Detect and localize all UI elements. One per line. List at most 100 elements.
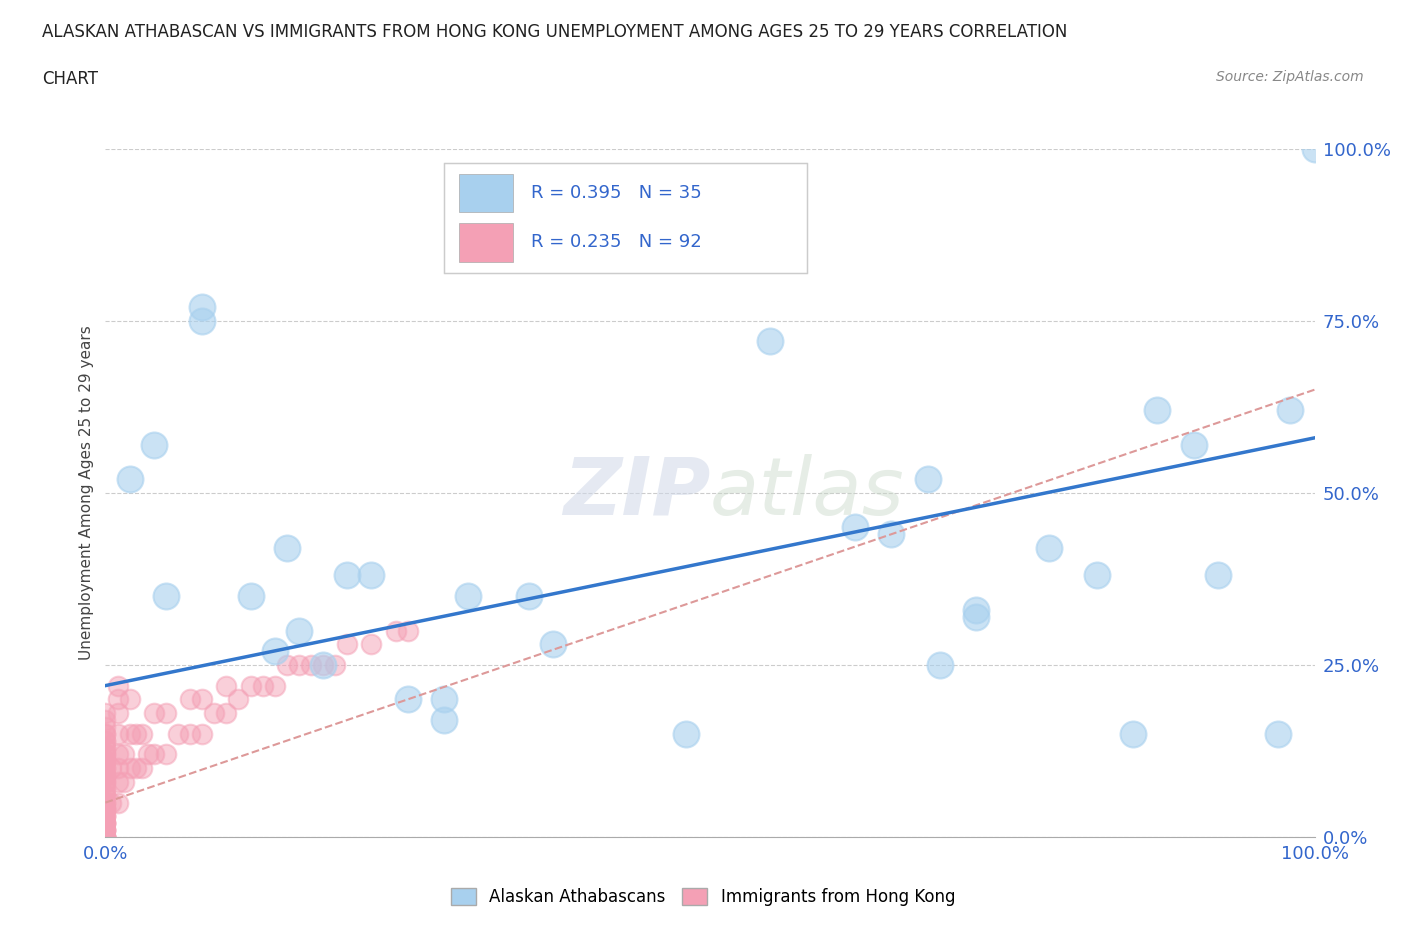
Point <box>107 775 129 790</box>
Point <box>360 568 382 583</box>
Point <box>457 589 479 604</box>
Point <box>94 830 117 844</box>
Point <box>191 299 214 314</box>
Legend: Alaskan Athabascans, Immigrants from Hong Kong: Alaskan Athabascans, Immigrants from Hon… <box>444 881 962 912</box>
Point <box>124 761 148 776</box>
Text: ZIP: ZIP <box>562 454 710 532</box>
Point <box>288 658 311 672</box>
Point <box>100 795 122 810</box>
Point <box>112 747 135 762</box>
Point <box>94 816 117 830</box>
Point <box>1267 726 1289 741</box>
Point <box>1146 403 1168 418</box>
Point <box>94 795 117 810</box>
Point <box>179 692 201 707</box>
Point <box>94 816 117 830</box>
Point <box>155 706 177 721</box>
Point <box>239 678 262 693</box>
Point <box>759 334 782 349</box>
Point <box>94 740 117 755</box>
Text: Source: ZipAtlas.com: Source: ZipAtlas.com <box>1216 70 1364 84</box>
Point <box>276 540 298 555</box>
Point <box>517 589 540 604</box>
Text: CHART: CHART <box>42 70 98 87</box>
Point <box>94 747 117 762</box>
Point <box>167 726 190 741</box>
Y-axis label: Unemployment Among Ages 25 to 29 years: Unemployment Among Ages 25 to 29 years <box>79 326 94 660</box>
Point <box>928 658 950 672</box>
Point <box>1279 403 1302 418</box>
Point <box>118 692 141 707</box>
Point <box>94 816 117 830</box>
Point <box>155 589 177 604</box>
Point <box>965 603 987 618</box>
Point <box>94 775 117 790</box>
Point <box>312 658 335 672</box>
Point <box>94 712 117 727</box>
Point <box>94 789 117 804</box>
Point <box>880 526 903 541</box>
Point <box>299 658 322 672</box>
Point <box>276 658 298 672</box>
Point <box>94 781 117 796</box>
Point <box>844 520 866 535</box>
Point <box>239 589 262 604</box>
Point <box>433 692 456 707</box>
Text: ALASKAN ATHABASCAN VS IMMIGRANTS FROM HONG KONG UNEMPLOYMENT AMONG AGES 25 TO 29: ALASKAN ATHABASCAN VS IMMIGRANTS FROM HO… <box>42 23 1067 41</box>
Point <box>94 720 117 735</box>
Point <box>94 726 117 741</box>
Point <box>94 767 117 782</box>
Point <box>142 706 165 721</box>
Point <box>94 706 117 721</box>
Point <box>136 747 159 762</box>
Point <box>94 823 117 838</box>
Point <box>107 761 129 776</box>
Point <box>107 692 129 707</box>
Point <box>263 644 285 658</box>
Point <box>312 658 335 672</box>
Point <box>107 678 129 693</box>
Point <box>1182 437 1205 452</box>
Point <box>1122 726 1144 741</box>
Point <box>94 816 117 830</box>
Point <box>118 761 141 776</box>
Point <box>94 809 117 824</box>
Point <box>94 726 117 741</box>
Point <box>94 802 117 817</box>
Point <box>94 830 117 844</box>
Point <box>124 726 148 741</box>
Point <box>215 678 238 693</box>
Point <box>1206 568 1229 583</box>
Point <box>94 747 117 762</box>
Point <box>94 733 117 748</box>
Point <box>202 706 225 721</box>
Point <box>917 472 939 486</box>
Point <box>675 726 697 741</box>
Point <box>107 795 129 810</box>
Point <box>94 761 117 776</box>
Point <box>94 740 117 755</box>
Point <box>191 313 214 328</box>
Point <box>94 830 117 844</box>
Point <box>94 809 117 824</box>
Point <box>191 692 214 707</box>
Point <box>94 823 117 838</box>
Point <box>131 726 153 741</box>
Point <box>965 609 987 624</box>
Point <box>94 830 117 844</box>
Point <box>94 767 117 782</box>
Point <box>191 726 214 741</box>
Text: atlas: atlas <box>710 454 905 532</box>
Point <box>215 706 238 721</box>
Point <box>288 623 311 638</box>
Point <box>396 692 419 707</box>
Point <box>94 809 117 824</box>
Point <box>179 726 201 741</box>
Point <box>100 761 122 776</box>
Point <box>107 706 129 721</box>
Point <box>541 637 564 652</box>
Point <box>94 802 117 817</box>
Point <box>94 754 117 769</box>
Point <box>1038 540 1060 555</box>
Point <box>396 623 419 638</box>
